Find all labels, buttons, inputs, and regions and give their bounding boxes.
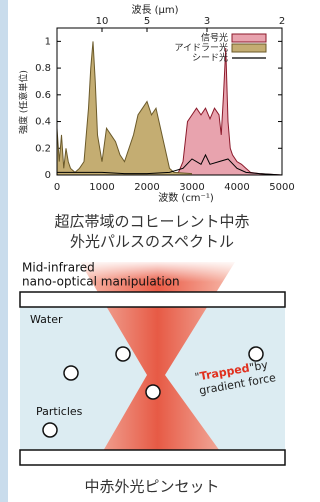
particle — [116, 347, 130, 361]
particle — [249, 347, 263, 361]
legend-label: アイドラー光 — [174, 42, 228, 54]
chart: 波長 (μm) 波数 (cm⁻¹) 強度 (任意単位) 00.20.40.60.… — [18, 3, 295, 204]
x2-tick-label: 5 — [144, 16, 150, 27]
diagram-title: Mid-infrared — [22, 261, 95, 275]
water-label: Water — [30, 313, 63, 326]
x-tick-label: 5000 — [269, 182, 294, 193]
page: 波長 (μm) 波数 (cm⁻¹) 強度 (任意単位) 00.20.40.60.… — [0, 0, 299, 502]
legend-label: シード光 — [192, 52, 228, 64]
x-tick-label: 3000 — [179, 182, 204, 193]
top-plate — [20, 292, 285, 307]
x-tick-label: 2000 — [134, 182, 159, 193]
legend-label: 信号光 — [201, 32, 228, 44]
y-tick-label: 0 — [45, 170, 51, 181]
x-tick-label: 1000 — [89, 182, 114, 193]
caption-line: 超広帯域のコヒーレント中赤 — [54, 213, 249, 231]
diagram: Mid-infrared nano-optical manipulation W… — [20, 260, 285, 465]
x2-title: 波長 (μm) — [131, 3, 178, 16]
caption-line: 外光パルスのスペクトル — [70, 233, 234, 251]
y-tick-label: 0.8 — [35, 63, 51, 74]
y-tick-label: 0.6 — [35, 90, 51, 101]
series-area — [170, 48, 283, 175]
series-line — [57, 41, 192, 173]
particle — [146, 385, 160, 399]
particle — [43, 423, 57, 437]
y-title: 強度 (任意単位) — [18, 70, 30, 134]
x-tick-label: 4000 — [224, 182, 249, 193]
caption2: 中赤外光ピンセット — [84, 478, 219, 496]
diagram-title: nano-optical manipulation — [22, 275, 180, 289]
x-tick-label: 0 — [54, 182, 60, 193]
particles-label: Particles — [36, 405, 83, 418]
legend-swatch — [232, 34, 266, 42]
x2-tick-label: 3 — [204, 16, 210, 27]
legend-swatch — [232, 44, 266, 52]
side-strip — [0, 0, 8, 502]
particle — [64, 366, 78, 380]
y-tick-label: 0.4 — [35, 117, 51, 128]
series-area — [57, 41, 192, 175]
y-tick-label: 1 — [45, 36, 51, 47]
x2-tick-label: 2 — [279, 16, 285, 27]
y-tick-label: 0.2 — [35, 143, 51, 154]
x2-tick-label: 10 — [96, 16, 109, 27]
bottom-plate — [20, 450, 285, 465]
